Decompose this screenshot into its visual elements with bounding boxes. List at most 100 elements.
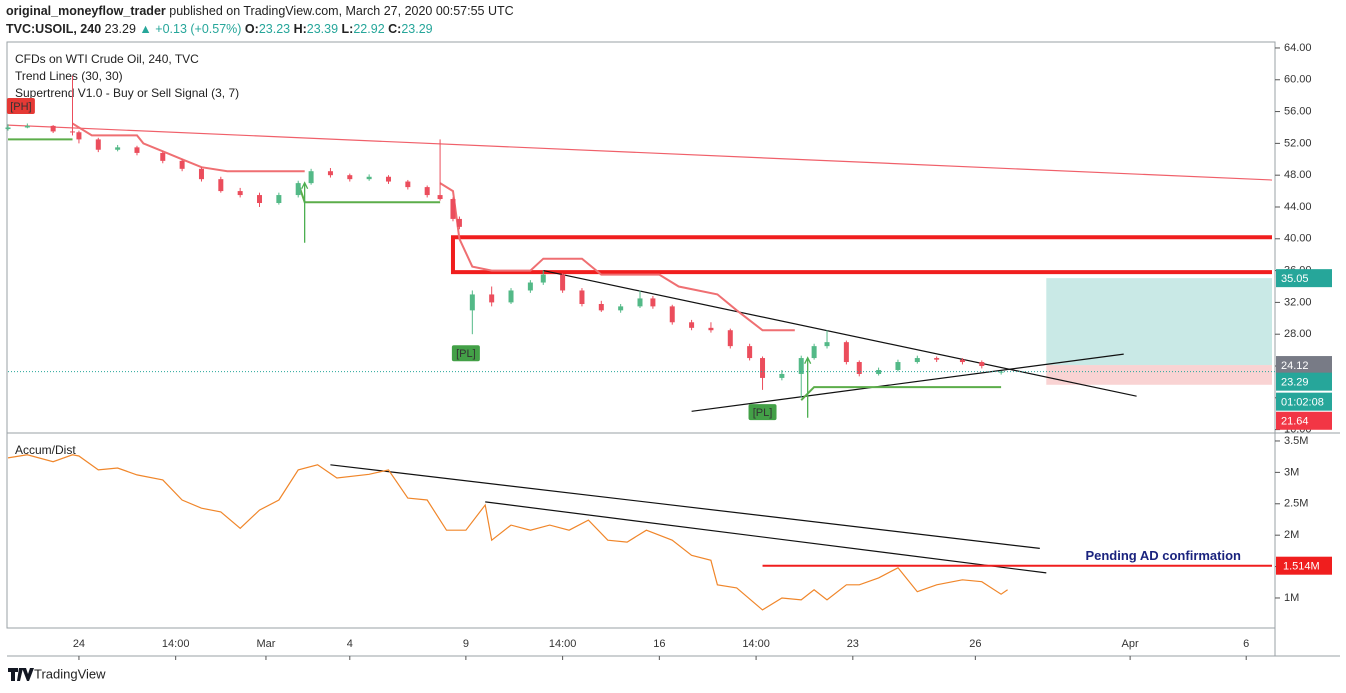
candle-body [5,127,11,130]
x-tick-label: 14:00 [549,638,577,650]
y-tick-label: 40.00 [1284,233,1312,245]
last-price-label: 23.29 [1281,377,1309,389]
candle-body [327,171,333,176]
countdown: 01:02:08 [1281,397,1324,409]
pivot-label-bg [451,345,480,362]
candle-body [469,294,475,311]
trend-line [7,124,1273,181]
candle-body [424,187,430,196]
y-tick-label: 32.00 [1284,296,1312,308]
o-value: 23.23 [259,22,290,36]
supertrend-line [71,122,795,332]
candle-body [824,342,830,347]
o-label: O: [245,22,259,36]
x-tick-label: 14:00 [742,638,770,650]
candle-body [708,327,714,331]
y-tick-label: 3.5M [1284,435,1308,447]
candle-body [347,175,353,180]
candle-body [560,274,566,291]
signal-arrow [804,356,812,418]
annotation: Pending AD confirmation [1085,548,1241,563]
candle-body [760,358,766,378]
target-label: 35.05 [1281,273,1309,285]
candle-body [689,322,695,328]
candle-body [540,274,546,283]
countdown-bg [1276,392,1332,411]
candle-body [437,195,443,200]
candle-body [257,195,263,204]
candle-body [914,358,920,363]
l-label: L: [342,22,354,36]
indicator-legend: Supertrend V1.0 - Buy or Sell Signal (3,… [15,86,239,100]
entry-label: 24.12 [1281,360,1309,372]
x-tick-label: 6 [1243,638,1249,650]
x-tick-label: 23 [847,638,859,650]
x-tick-label: 16 [653,638,665,650]
candle-body [276,195,282,204]
candle-body [308,171,314,184]
candle-body [115,147,121,150]
position-loss [1046,365,1272,385]
pivot-label-bg [748,404,777,421]
y-tick-label: 48.00 [1284,169,1312,181]
c-value: 23.29 [401,22,432,36]
pivot-label: [PH] [10,101,31,113]
candle-body [24,125,30,128]
logo-shape [8,668,34,681]
target-label-bg [1276,269,1332,288]
candle-body [579,290,585,304]
candle-body [669,306,675,323]
signal-arrow [301,181,309,243]
published: published on TradingView.com, March 27, … [169,4,513,18]
candle-body [218,179,224,192]
candle-body [76,132,82,140]
y-tick-label: 2M [1284,529,1299,541]
candle-body [295,183,301,196]
candle-body [979,362,985,367]
candle-body [650,298,656,307]
candle-body [489,294,495,303]
stop-label-bg [1276,411,1332,430]
candle-body [508,290,514,303]
entry-label-bg [1276,356,1332,375]
publish-line: original_moneyflow_trader published on T… [6,4,514,18]
stop-label: 21.64 [1281,416,1309,428]
y-tick-label: 28.00 [1284,328,1312,340]
candle-body [811,346,817,359]
ad-line [7,454,1008,611]
candle-body [779,373,785,378]
trend-line [330,464,1040,549]
x-tick-label: 9 [463,638,469,650]
y-tick-label: 60.00 [1284,74,1312,86]
h-label: H: [294,22,307,36]
last-price-label-bg [1276,372,1332,391]
pane-title: Accum/Dist [15,443,76,457]
pivot-label: [PL] [753,407,773,419]
x-tick-label: 14:00 [162,638,190,650]
x-tick-label: 24 [73,638,85,650]
x-tick-label: Mar [256,638,275,650]
candle-body [843,342,849,363]
level-label-bg [1276,556,1332,575]
candle-body [160,152,166,161]
candle-body [934,358,940,360]
chart-title: CFDs on WTI Crude Oil, 240, TVC [15,52,199,66]
candle-body [69,131,75,133]
trend-line [691,353,1124,412]
symbol: TVC:USOIL, 240 [6,22,101,36]
y-tick-label: 2.5M [1284,498,1308,510]
brand-logo [8,668,34,681]
x-tick-label: Apr [1122,638,1139,650]
candle-body [179,160,185,169]
candle-body [95,139,101,150]
last: 23.29 [105,22,136,36]
candle-body [527,282,533,291]
candle-body [134,147,140,153]
candle-body [618,306,624,311]
candle-body [798,358,804,374]
candle-body [198,168,204,180]
level-label: 1.514M [1283,561,1320,573]
candle-body [959,359,965,363]
trend-line [485,501,1047,574]
